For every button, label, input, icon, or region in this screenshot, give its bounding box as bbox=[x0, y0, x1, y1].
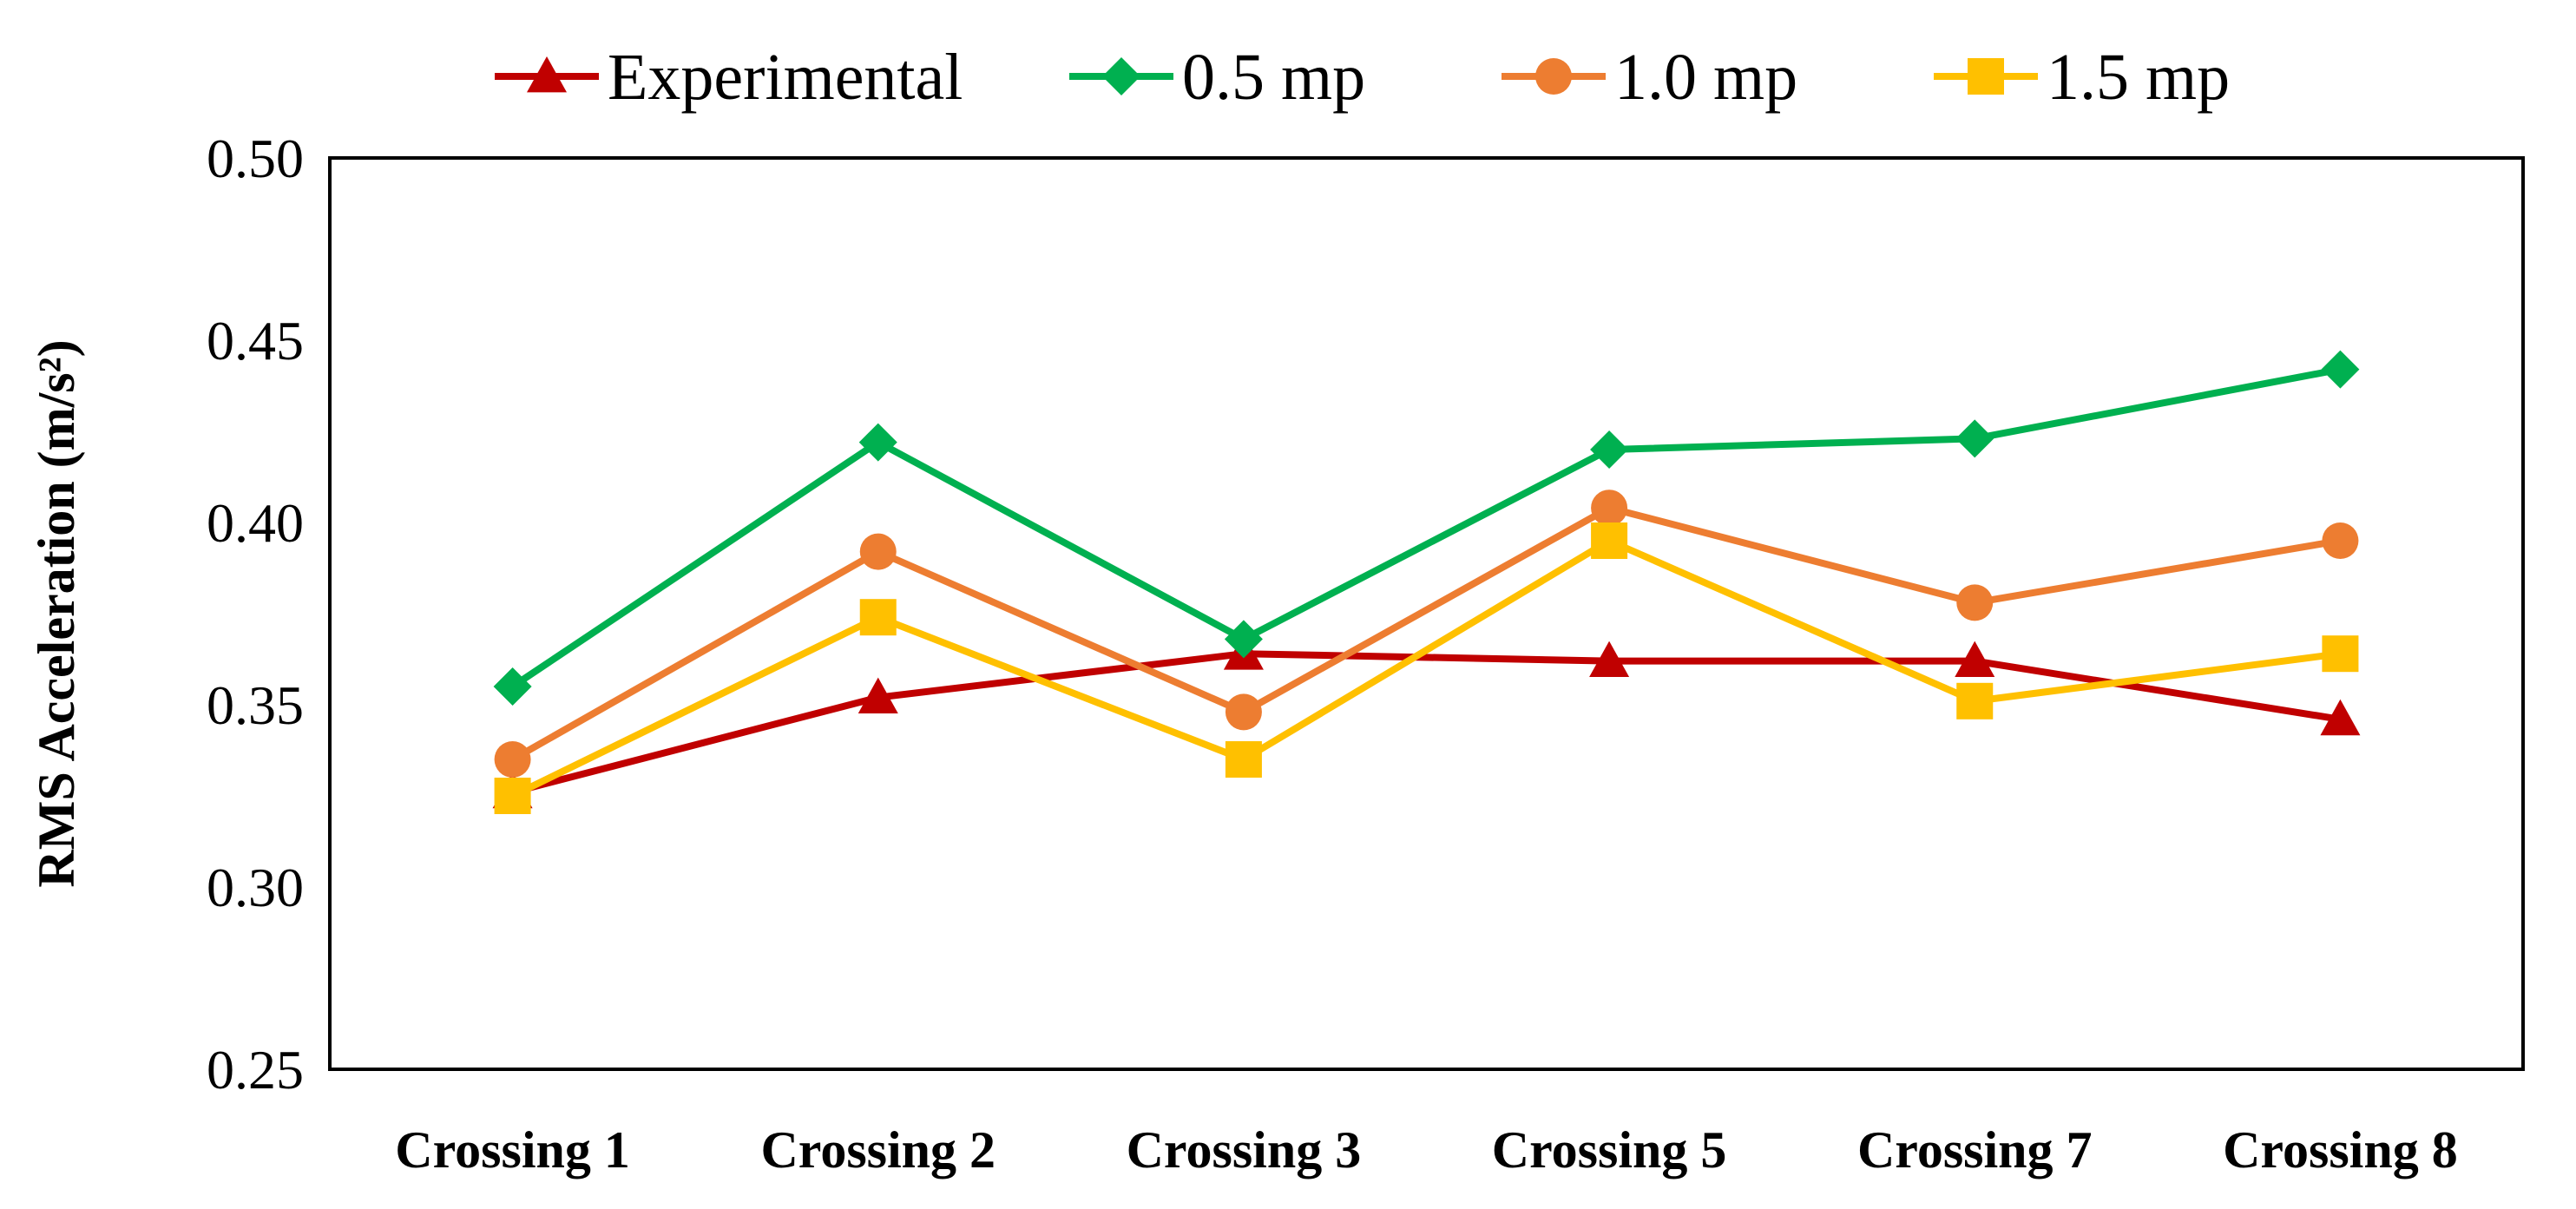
data-point-experimental bbox=[1955, 641, 1995, 677]
legend-label-0-5-mp: 0.5 mp bbox=[1182, 41, 1365, 114]
x-category-label: Crossing 1 bbox=[395, 1121, 630, 1179]
y-tick-label: 0.40 bbox=[207, 492, 304, 554]
y-tick-label: 0.35 bbox=[207, 674, 304, 736]
data-point-1-0-mp bbox=[859, 533, 897, 570]
data-point-1-5-mp bbox=[1591, 522, 1628, 559]
data-point-0-5-mp bbox=[1955, 419, 1994, 458]
legend-item-1-5-mp: 1.5 mp bbox=[1934, 41, 2230, 114]
data-point-1-0-mp bbox=[2322, 522, 2359, 559]
legend-marker-shape bbox=[1968, 58, 2004, 95]
legend-marker-1-0-mp bbox=[1535, 58, 1572, 95]
legend-marker-1-5-mp bbox=[1968, 58, 2004, 95]
y-tick-label: 0.25 bbox=[207, 1039, 304, 1101]
data-point-1-5-mp bbox=[1225, 741, 1262, 778]
series-line-experimental bbox=[511, 650, 2342, 796]
series-line-0-5-mp bbox=[510, 365, 2342, 690]
legend-marker-shape bbox=[1102, 57, 1140, 95]
data-point-0-5-mp bbox=[1590, 430, 1629, 469]
data-point-1-5-mp bbox=[1956, 682, 1994, 719]
legend-item-1-0-mp: 1.0 mp bbox=[1502, 41, 1797, 114]
y-axis-label: RMS Acceleration (m/s²) bbox=[28, 339, 85, 887]
legend-marker-experimental bbox=[527, 56, 567, 93]
legend-marker-shape bbox=[1535, 58, 1572, 95]
legend-label-1-0-mp: 1.0 mp bbox=[1614, 41, 1797, 114]
x-category-label: Crossing 7 bbox=[1857, 1121, 2093, 1179]
x-category-label: Crossing 3 bbox=[1127, 1121, 1362, 1179]
x-axis-categories: Crossing 1 Crossing 2 Crossing 3 Crossin… bbox=[395, 1121, 2457, 1179]
data-point-1-5-mp bbox=[494, 778, 531, 814]
x-category-label: Crossing 5 bbox=[1492, 1121, 1727, 1179]
series-line-1-5-mp bbox=[510, 537, 2341, 799]
data-point-1-0-mp bbox=[1956, 584, 1994, 621]
legend-item-experimental: Experimental bbox=[495, 41, 963, 114]
data-point-0-5-mp bbox=[2321, 350, 2360, 389]
y-tick-label: 0.50 bbox=[207, 128, 304, 189]
x-category-label: Crossing 2 bbox=[760, 1121, 996, 1179]
y-tick-label: 0.30 bbox=[207, 857, 304, 918]
legend-item-0-5-mp: 0.5 mp bbox=[1069, 41, 1365, 114]
legend-marker-0-5-mp bbox=[1102, 57, 1140, 95]
series-layer bbox=[492, 350, 2361, 814]
data-point-1-5-mp bbox=[859, 599, 897, 636]
plot-area-frame bbox=[328, 156, 2525, 1071]
x-category-label: Crossing 8 bbox=[2223, 1121, 2458, 1179]
y-axis-ticks: 0.25 0.30 0.35 0.40 0.45 0.50 bbox=[207, 128, 304, 1101]
data-point-1-0-mp bbox=[1225, 693, 1262, 731]
data-point-0-5-mp bbox=[493, 667, 532, 706]
legend-marker-shape bbox=[527, 56, 567, 93]
data-point-1-0-mp bbox=[494, 741, 531, 778]
data-point-experimental bbox=[1589, 641, 1630, 677]
data-point-1-5-mp bbox=[2322, 635, 2359, 673]
data-point-1-0-mp bbox=[1591, 490, 1628, 527]
legend-label-experimental: Experimental bbox=[608, 41, 963, 114]
y-tick-label: 0.45 bbox=[207, 310, 304, 371]
legend: Experimental 0.5 mp 1.0 mp 1.5 mp bbox=[495, 41, 2230, 114]
legend-label-1-5-mp: 1.5 mp bbox=[2047, 41, 2230, 114]
data-point-experimental bbox=[858, 677, 898, 713]
data-point-0-5-mp bbox=[1224, 620, 1263, 659]
data-point-experimental bbox=[2320, 699, 2361, 736]
series-line-1-0-mp bbox=[510, 504, 2342, 763]
data-point-0-5-mp bbox=[858, 423, 897, 462]
